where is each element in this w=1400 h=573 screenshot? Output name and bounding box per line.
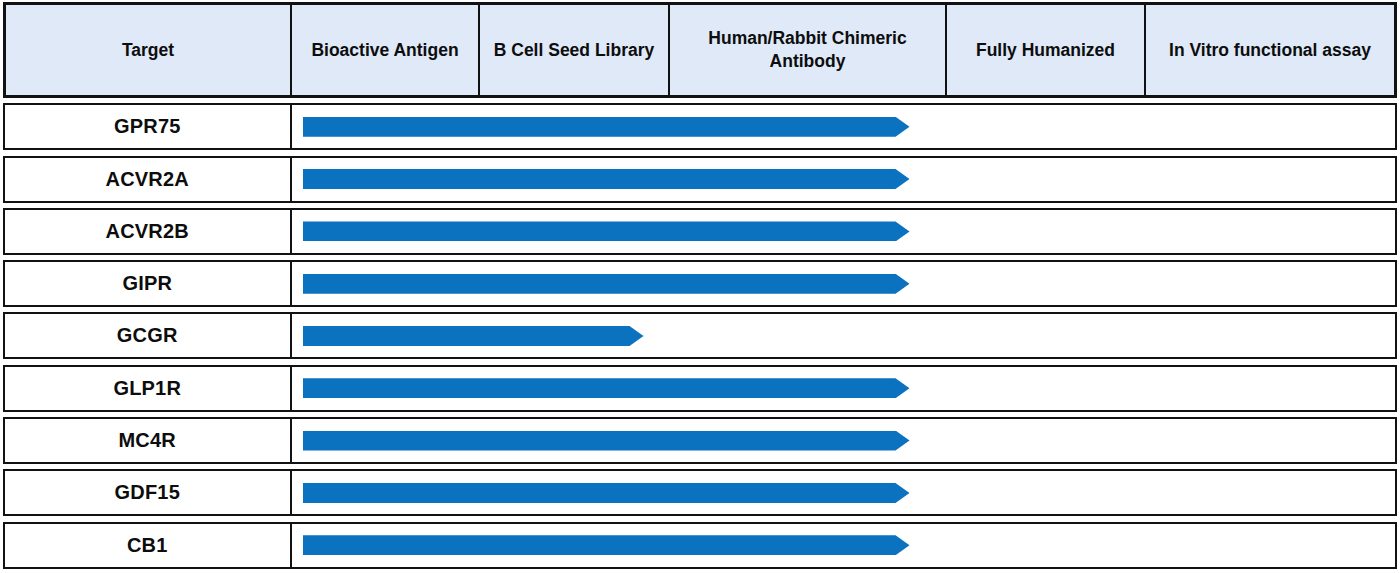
target-label: CB1 [5, 524, 292, 567]
table-row-gpr75: GPR75 [3, 103, 1397, 150]
bar-zone [292, 210, 1396, 253]
progress-bar [303, 431, 910, 451]
bar-zone [292, 471, 1396, 514]
column-header-chimeric-antibody: Human/Rabbit Chimeric Antibody [670, 5, 947, 95]
table-row-gdf15: GDF15 [3, 469, 1397, 516]
target-label: GIPR [5, 262, 292, 305]
bar-zone [292, 158, 1396, 201]
target-label: ACVR2A [5, 158, 292, 201]
table-header-row: Target Bioactive Antigen B Cell Seed Lib… [3, 2, 1397, 98]
table-row-mc4r: MC4R [3, 417, 1397, 464]
column-header-fully-humanized: Fully Humanized [947, 5, 1146, 95]
column-header-bcell-seed-library: B Cell Seed Library [480, 5, 670, 95]
bar-zone [292, 314, 1396, 357]
target-label: ACVR2B [5, 210, 292, 253]
target-label: GDF15 [5, 471, 292, 514]
target-label: MC4R [5, 419, 292, 462]
progress-bar [303, 169, 910, 189]
target-label: GCGR [5, 314, 292, 357]
bar-zone [292, 105, 1396, 148]
table-row-glp1r: GLP1R [3, 365, 1397, 412]
progress-bar [303, 378, 910, 398]
bar-zone [292, 419, 1396, 462]
progress-bar [303, 326, 644, 346]
column-header-invitro-assay: In Vitro functional assay [1146, 5, 1394, 95]
progress-bar [303, 117, 910, 137]
progress-bar [303, 535, 910, 555]
target-label: GLP1R [5, 367, 292, 410]
progress-bar [303, 274, 910, 294]
bar-zone [292, 524, 1396, 567]
table-row-cb1: CB1 [3, 522, 1397, 569]
progress-bar [303, 221, 910, 241]
progress-bar [303, 483, 910, 503]
table-row-acvr2a: ACVR2A [3, 156, 1397, 203]
column-header-bioactive-antigen: Bioactive Antigen [292, 5, 480, 95]
target-label: GPR75 [5, 105, 292, 148]
bar-zone [292, 262, 1396, 305]
bar-zone [292, 367, 1396, 410]
table-row-gcgr: GCGR [3, 312, 1397, 359]
table-row-acvr2b: ACVR2B [3, 208, 1397, 255]
column-header-target: Target [6, 5, 292, 95]
table-row-gipr: GIPR [3, 260, 1397, 307]
pipeline-progress-table: Target Bioactive Antigen B Cell Seed Lib… [0, 0, 1400, 573]
